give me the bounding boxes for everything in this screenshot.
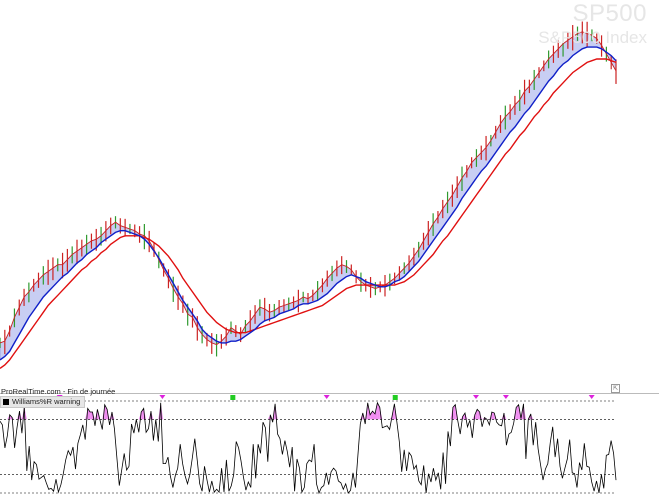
legend-swatch (3, 398, 9, 405)
fast-moving-average-line (0, 46, 617, 361)
overbought-zone (102, 404, 105, 420)
sell-signal-marker (323, 395, 330, 399)
overbought-zone (489, 412, 492, 420)
overbought-zone (516, 404, 519, 420)
overbought-zone (90, 412, 93, 420)
slow-moving-average-line (0, 58, 617, 369)
overbought-zone (12, 417, 15, 420)
buy-signal-marker (230, 395, 236, 400)
sell-signal-marker (588, 395, 595, 399)
maximize-icon[interactable]: ⇱ (611, 384, 620, 393)
chart-instrument-name: S&P500 Index (538, 28, 647, 47)
overbought-zone (474, 409, 478, 420)
indicator-legend[interactable]: Williams%R warning (0, 396, 86, 408)
indicator-panel (0, 395, 617, 495)
sell-signal-marker (159, 395, 166, 399)
data-source-label: ProRealTime.com - Fin de journée (1, 387, 116, 396)
sell-signal-marker (473, 395, 479, 399)
overbought-zone (372, 411, 375, 420)
overbought-zone (365, 402, 368, 420)
sell-signal-marker (502, 395, 509, 399)
price-panel (0, 21, 617, 369)
williams-r-line (0, 401, 617, 495)
overbought-zone (270, 414, 273, 420)
overbought-zone (370, 411, 373, 420)
indicator-legend-label: Williams%R warning (12, 397, 81, 406)
overbought-zone (452, 404, 456, 420)
overbought-zone (491, 412, 495, 420)
overbought-zone (267, 414, 271, 420)
price-line (0, 31, 617, 346)
chart-symbol: SP500 (572, 0, 647, 27)
buy-signal-marker (392, 395, 398, 400)
overbought-zone (107, 409, 110, 420)
